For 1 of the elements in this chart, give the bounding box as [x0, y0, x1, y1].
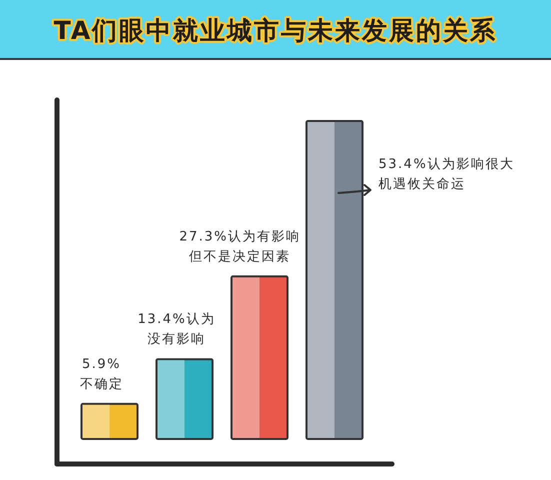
title: TA们眼中就业城市与未来发展的关系: [54, 16, 498, 45]
